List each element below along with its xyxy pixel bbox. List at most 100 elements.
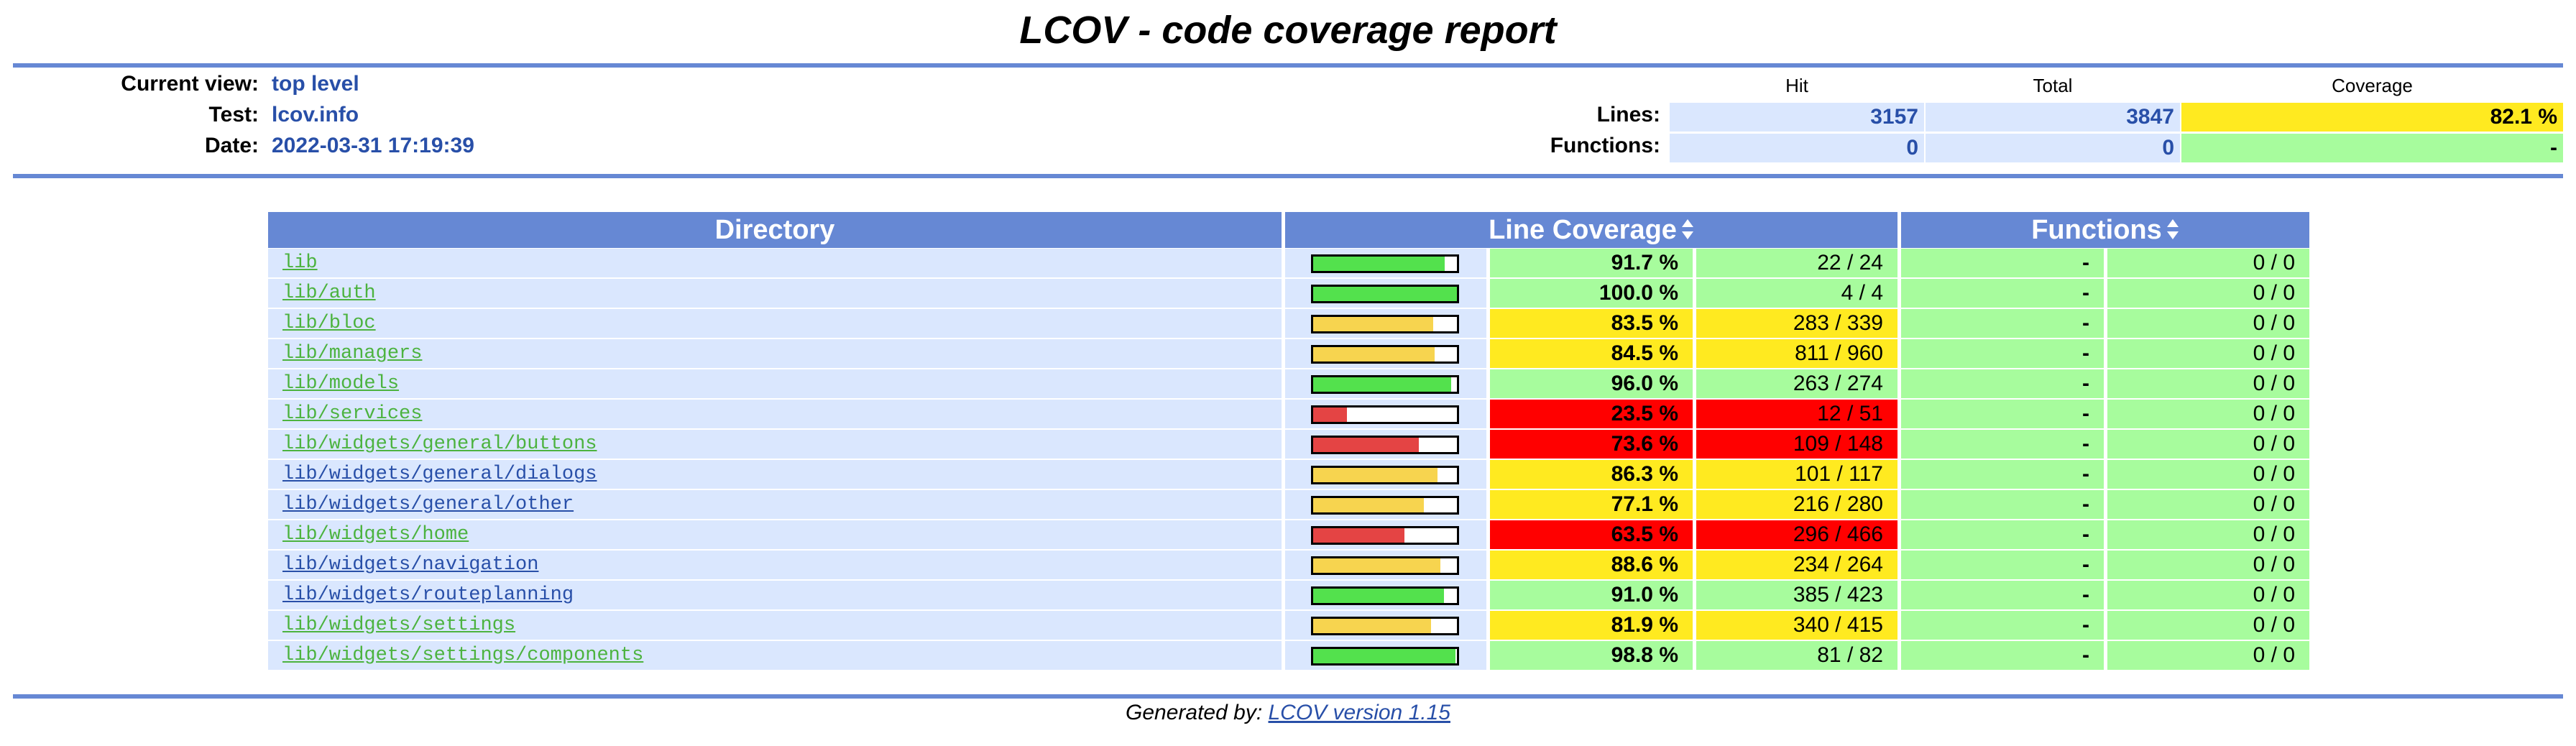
coverage-bar-cell [1285, 460, 1486, 489]
function-coverage-count: 0 / 0 [2107, 551, 2309, 579]
function-coverage-rate: - [1901, 339, 2104, 368]
coverage-bar-fill [1313, 257, 1445, 271]
coverage-bar [1311, 405, 1459, 424]
function-coverage-count: 0 / 0 [2107, 279, 2309, 308]
page-title: LCOV - code coverage report [1019, 9, 1557, 52]
directory-link[interactable]: lib/widgets/general/buttons [282, 433, 597, 455]
function-coverage-rate: - [1901, 430, 2104, 459]
coverage-bar-fill [1313, 287, 1457, 301]
directory-cell: lib/widgets/settings/components [268, 641, 1282, 670]
function-coverage-rate: - [1901, 309, 2104, 338]
coverage-bar [1311, 436, 1459, 454]
coverage-bar-fill [1313, 407, 1347, 422]
line-coverage-rate: 23.5 % [1490, 400, 1693, 428]
table-row: lib/widgets/settings/components 98.8 % 81 … [268, 641, 2309, 671]
directory-cell: lib/models [268, 369, 1282, 398]
directory-link[interactable]: lib/widgets/home [282, 524, 469, 545]
function-coverage-count: 0 / 0 [2107, 309, 2309, 338]
directory-link[interactable]: lib/services [282, 403, 423, 425]
line-coverage-rate: 73.6 % [1490, 430, 1693, 459]
line-coverage-rate: 77.1 % [1490, 490, 1693, 519]
table-row: lib/widgets/settings 81.9 % 340 / 415-0 / … [268, 611, 2309, 641]
column-header-functions[interactable]: Functions [1901, 212, 2309, 248]
function-coverage-rate: - [1901, 369, 2104, 398]
directory-link[interactable]: lib/models [282, 373, 400, 395]
directory-link[interactable]: lib/auth [282, 282, 376, 304]
line-coverage-rate: 96.0 % [1490, 369, 1693, 398]
function-coverage-count: 0 / 0 [2107, 520, 2309, 549]
line-coverage-rate: 100.0 % [1490, 279, 1693, 308]
coverage-bar-cell [1285, 581, 1486, 609]
table-row: lib/bloc 83.5 % 283 / 339-0 / 0 [268, 309, 2309, 339]
directory-link[interactable]: lib [282, 252, 318, 274]
coverage-bar-fill [1313, 498, 1425, 512]
directory-link[interactable]: lib/widgets/navigation [282, 554, 539, 576]
directory-cell: lib/widgets/home [268, 520, 1282, 549]
table-row: lib/auth 100.0 % 4 / 4-0 / 0 [268, 279, 2309, 309]
sort-updown-icon[interactable] [2166, 218, 2179, 240]
summary-functions-label: Functions: [1550, 134, 1660, 157]
coverage-bar-cell [1285, 611, 1486, 640]
line-coverage-count: 234 / 264 [1696, 551, 1898, 579]
directory-cell: lib/managers [268, 339, 1282, 368]
function-coverage-rate: - [1901, 551, 2104, 579]
sort-updown-icon[interactable] [1681, 218, 1694, 240]
coverage-bar-fill [1313, 468, 1438, 482]
footer: Generated by: LCOV version 1.15 [0, 701, 2576, 725]
directory-link[interactable]: lib/managers [282, 343, 423, 364]
line-coverage-rate: 63.5 % [1490, 520, 1693, 549]
coverage-bar [1311, 647, 1459, 666]
line-coverage-count: 109 / 148 [1696, 430, 1898, 459]
directory-link[interactable]: lib/widgets/settings/components [282, 645, 644, 666]
directory-link[interactable]: lib/widgets/general/dialogs [282, 464, 597, 485]
column-header-directory-label: Directory [714, 215, 835, 245]
coverage-bar [1311, 496, 1459, 515]
line-coverage-count: 283 / 339 [1696, 309, 1898, 338]
summary-lines-hit: 3157 [1670, 103, 1924, 132]
coverage-bar-fill [1313, 558, 1441, 573]
table-row: lib/managers 84.5 % 811 / 960-0 / 0 [268, 339, 2309, 369]
table-row: lib/widgets/general/other 77.1 % 216 / 280… [268, 490, 2309, 520]
summary-hit-header: Hit [1785, 75, 1808, 96]
date-label: Date: [204, 134, 259, 157]
table-row: lib/widgets/general/dialogs 86.3 % 101 / 1… [268, 460, 2309, 490]
line-coverage-rate: 91.0 % [1490, 581, 1693, 609]
function-coverage-rate: - [1901, 279, 2104, 308]
function-coverage-count: 0 / 0 [2107, 249, 2309, 277]
line-coverage-count: 340 / 415 [1696, 611, 1898, 640]
function-coverage-rate: - [1901, 611, 2104, 640]
function-coverage-count: 0 / 0 [2107, 611, 2309, 640]
coverage-bar [1311, 375, 1459, 394]
line-coverage-rate: 84.5 % [1490, 339, 1693, 368]
header-rule [13, 174, 2563, 178]
function-coverage-rate: - [1901, 520, 2104, 549]
directory-link[interactable]: lib/widgets/settings [282, 614, 516, 636]
lcov-version-link[interactable]: LCOV version 1.15 [1268, 701, 1450, 724]
directory-link[interactable]: lib/widgets/routeplanning [282, 584, 574, 606]
column-header-line-coverage[interactable]: Line Coverage [1285, 212, 1898, 248]
directory-link[interactable]: lib/bloc [282, 313, 376, 334]
table-row: lib 91.7 % 22 / 24-0 / 0 [268, 249, 2309, 279]
coverage-bar-fill [1313, 619, 1431, 633]
current-view-value: top level [272, 72, 359, 96]
summary-lines-label: Lines: [1596, 103, 1660, 126]
function-coverage-rate: - [1901, 581, 2104, 609]
coverage-bar-cell [1285, 249, 1486, 277]
line-coverage-rate: 81.9 % [1490, 611, 1693, 640]
line-coverage-rate: 83.5 % [1490, 309, 1693, 338]
column-header-line-coverage-label: Line Coverage [1489, 215, 1677, 245]
line-coverage-count: 12 / 51 [1696, 400, 1898, 428]
directory-cell: lib [268, 249, 1282, 277]
directory-cell: lib/widgets/navigation [268, 551, 1282, 579]
summary-total-header: Total [2033, 75, 2073, 96]
column-header-directory: Directory [268, 212, 1282, 248]
test-label: Test: [208, 103, 259, 126]
directory-cell: lib/widgets/general/buttons [268, 430, 1282, 459]
line-coverage-count: 22 / 24 [1696, 249, 1898, 277]
directory-link[interactable]: lib/widgets/general/other [282, 494, 574, 515]
function-coverage-count: 0 / 0 [2107, 641, 2309, 670]
function-coverage-count: 0 / 0 [2107, 400, 2309, 428]
function-coverage-count: 0 / 0 [2107, 460, 2309, 489]
coverage-bar-cell [1285, 400, 1486, 428]
coverage-bar [1311, 345, 1459, 364]
